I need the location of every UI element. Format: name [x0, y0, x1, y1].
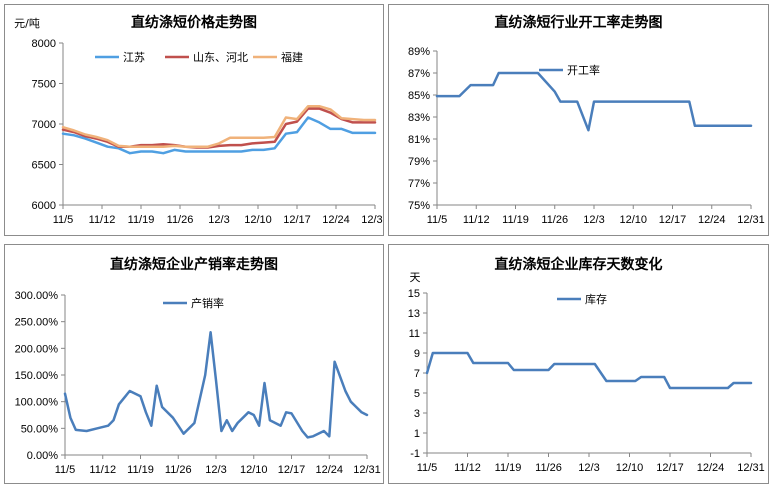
y-tick-label: 6000 [32, 200, 56, 212]
x-tick-label: 11/19 [128, 214, 155, 226]
x-tick-label: 12/10 [616, 462, 644, 474]
x-tick-label: 12/31 [361, 214, 383, 226]
series-line [61, 104, 377, 148]
y-tick-label: 81% [408, 134, 430, 146]
x-tick-label: 12/3 [205, 464, 226, 476]
y-tick-label: 3 [414, 408, 420, 420]
x-tick-label: 11/12 [454, 462, 481, 474]
y-tick-label: 5 [414, 388, 420, 400]
y-tick-label: 9 [414, 348, 420, 360]
x-tick-label: 12/3 [583, 214, 604, 226]
x-tick-label: 12/24 [697, 462, 725, 474]
y-tick-label: 0.00% [27, 450, 58, 462]
x-tick-label: 12/31 [737, 214, 765, 226]
chart-title: 直纺涤短企业产销率走势图 [110, 256, 278, 273]
x-tick-label: 12/24 [315, 464, 343, 476]
chart-title: 直纺涤短企业库存天数变化 [495, 256, 663, 273]
x-tick-label: 11/19 [127, 464, 154, 476]
x-tick-label: 11/12 [89, 464, 116, 476]
y-unit-label: 元/吨 [14, 17, 40, 30]
series-line [435, 71, 753, 132]
x-tick-label: 12/17 [656, 462, 684, 474]
y-tick-label: 15 [408, 288, 420, 300]
operating-rate-chart-panel: 直纺涤短行业开工率走势图 75% 77% 79% 81% 83% 85% 87% 89% 11/5… [388, 4, 769, 236]
x-tick-label: 12/24 [322, 214, 350, 226]
y-tick-label: 7000 [32, 119, 56, 131]
y-tick-label: 300.00% [15, 290, 59, 302]
y-tick-label: 87% [408, 68, 430, 80]
y-tick-label: 250.00% [15, 317, 59, 329]
x-tick-label: 11/12 [89, 214, 116, 226]
x-tick-label: 11/19 [502, 214, 529, 226]
y-tick-label: 7500 [32, 79, 56, 91]
y-tick-label: 1 [414, 428, 420, 440]
x-tick-label: 12/17 [278, 464, 306, 476]
y-tick-label: 6500 [32, 160, 56, 172]
price-chart: 直纺涤短价格走势图 元/吨 6000 6500 7000 7500 8000 11/5 11/1… [14, 14, 383, 226]
legend-label: 产销率 [191, 296, 224, 310]
x-tick-label: 12/31 [737, 462, 765, 474]
x-tick-label: 11/5 [53, 214, 74, 226]
y-tick-label: 50.00% [21, 423, 59, 435]
legend-label: 库存 [585, 292, 607, 306]
y-unit-label: 天 [410, 271, 421, 284]
y-tick-label: 79% [408, 156, 430, 168]
legend-label: 福建 [281, 50, 303, 64]
chart-title: 直纺涤短价格走势图 [131, 14, 257, 31]
x-tick-label: 12/3 [208, 214, 229, 226]
x-tick-label: 11/5 [417, 462, 438, 474]
y-tick-label: 8000 [32, 38, 56, 50]
inventory-days-chart-panel: 直纺涤短企业库存天数变化天 -1 1 3 5 7 9 11 13 15 11/5 11/12 11/19… [388, 244, 769, 484]
x-tick-label: 11/12 [463, 214, 490, 226]
x-tick-label: 12/10 [244, 214, 272, 226]
x-tick-label: 11/26 [541, 214, 568, 226]
x-tick-label: 12/10 [619, 214, 647, 226]
operating-rate-chart: 直纺涤短行业开工率走势图 75% 77% 79% 81% 83% 85% 87% 89% 11/5… [408, 14, 765, 226]
y-tick-label: 75% [408, 200, 430, 212]
y-tick-label: 150.00% [15, 370, 59, 382]
x-tick-label: 11/5 [427, 214, 448, 226]
sales-ratio-chart-panel: 直纺涤短企业产销率走势图 0.00% 50.00% 100.00% 150.00% 200… [4, 244, 384, 484]
sales-ratio-chart: 直纺涤短企业产销率走势图 0.00% 50.00% 100.00% 150.00% 200… [15, 256, 381, 476]
y-tick-label: -1 [410, 448, 420, 460]
legend-label: 开工率 [567, 63, 600, 77]
y-tick-label: 89% [408, 46, 430, 58]
x-tick-label: 12/3 [578, 462, 599, 474]
x-tick-label: 11/5 [55, 464, 76, 476]
x-tick-label: 12/17 [659, 214, 687, 226]
y-tick-label: 7 [414, 368, 420, 380]
y-tick-label: 200.00% [15, 343, 59, 355]
x-tick-label: 11/26 [165, 464, 192, 476]
series-line [61, 116, 377, 155]
x-tick-label: 11/26 [167, 214, 194, 226]
x-tick-label: 12/17 [283, 214, 311, 226]
y-tick-label: 85% [408, 90, 430, 102]
series-line [425, 351, 753, 390]
x-tick-label: 12/31 [353, 464, 381, 476]
x-tick-label: 11/26 [535, 462, 562, 474]
y-tick-label: 11 [409, 328, 420, 340]
y-tick-label: 83% [408, 112, 430, 124]
y-tick-label: 100.00% [15, 397, 59, 409]
chart-title: 直纺涤短行业开工率走势图 [495, 14, 663, 31]
x-tick-label: 11/19 [495, 462, 522, 474]
legend-label: 江苏 [123, 51, 145, 64]
y-tick-label: 77% [408, 178, 430, 190]
price-chart-panel: 直纺涤短价格走势图 元/吨 6000 6500 7000 7500 8000 11/5 11/1… [4, 4, 384, 236]
x-tick-label: 12/10 [240, 464, 268, 476]
x-tick-label: 12/24 [698, 214, 726, 226]
legend-label: 山东、河北 [193, 51, 248, 64]
series-line [63, 331, 369, 439]
y-tick-label: 13 [408, 308, 420, 320]
